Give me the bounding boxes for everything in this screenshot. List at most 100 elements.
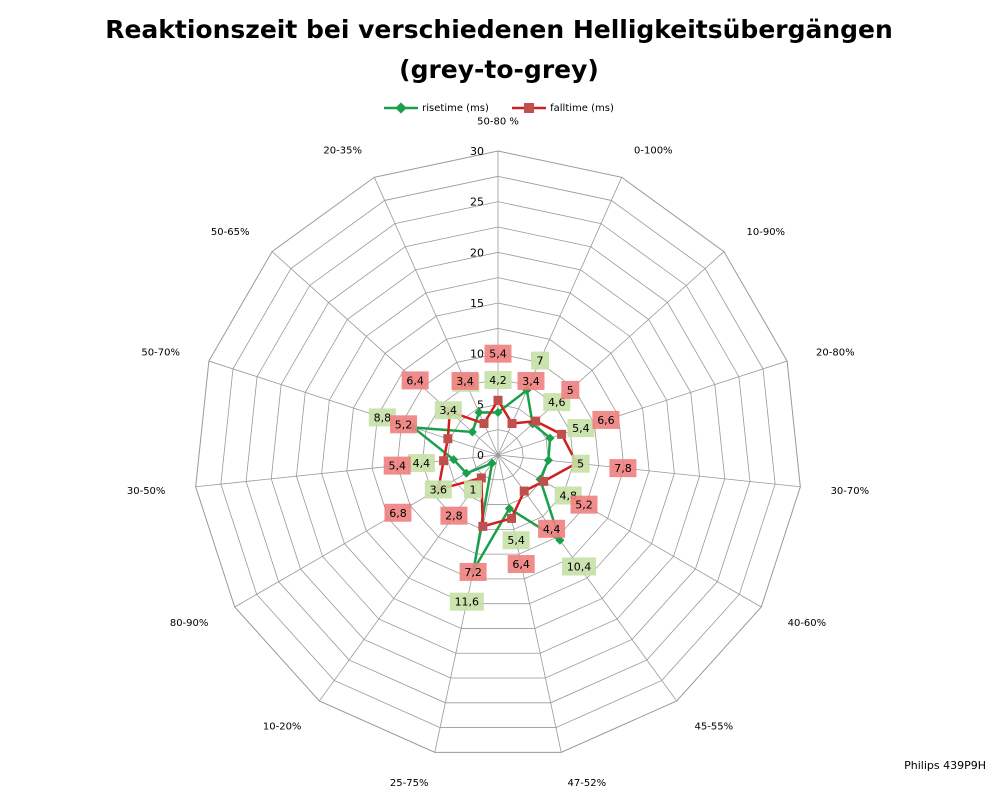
risetime-data-label-box bbox=[571, 454, 590, 473]
risetime-point bbox=[543, 455, 553, 465]
risetime-point bbox=[545, 433, 555, 443]
category-label: 45-55% bbox=[695, 722, 734, 733]
radar-grid bbox=[195, 150, 801, 753]
risetime-data-label-box bbox=[567, 419, 595, 438]
grid-ring bbox=[220, 175, 776, 728]
falltime-data-label-box bbox=[592, 410, 620, 429]
legend-item-fall: falltime (ms) bbox=[512, 101, 614, 115]
grid-spoke bbox=[497, 454, 678, 702]
risetime-data-label-box bbox=[368, 408, 396, 427]
risetime-data-label-box bbox=[502, 531, 530, 550]
category-label: 10-90% bbox=[747, 227, 786, 238]
falltime-data-label-box bbox=[451, 371, 479, 390]
risetime-line bbox=[409, 387, 563, 571]
category-label: 20-35% bbox=[323, 146, 362, 157]
radial-tick-label: 20 bbox=[470, 246, 484, 259]
risetime-data-label: 1 bbox=[469, 483, 476, 496]
falltime-data-label: 6,4 bbox=[406, 374, 424, 387]
falltime-data-label: 6,8 bbox=[389, 507, 407, 520]
grid-spoke bbox=[497, 177, 623, 456]
falltime-point bbox=[439, 456, 449, 466]
falltime-point bbox=[531, 416, 541, 426]
falltime-point bbox=[479, 419, 489, 429]
legend-rise-label: risetime (ms) bbox=[422, 102, 489, 114]
falltime-point bbox=[478, 521, 488, 531]
falltime-data-label-box bbox=[561, 380, 580, 399]
falltime-data-label: 5 bbox=[567, 384, 574, 397]
falltime-data-label: 5,2 bbox=[395, 418, 413, 431]
falltime-data-label-box bbox=[517, 371, 545, 390]
category-label: 50-70% bbox=[141, 348, 180, 359]
category-labels: 50-80 % 0-100% 10-90% 20-80% 30-70% 40-60% 45-… bbox=[127, 117, 869, 786]
monitor-model-label: Philips 439P9H bbox=[904, 759, 986, 772]
radial-tick-label: 10 bbox=[470, 348, 484, 361]
falltime-data-label: 7,2 bbox=[464, 566, 482, 579]
category-label: 30-70% bbox=[831, 486, 870, 497]
falltime-data-label-box bbox=[401, 371, 429, 390]
falltime-point bbox=[519, 486, 529, 496]
grid-spoke bbox=[234, 454, 499, 608]
risetime-data-label: 4,6 bbox=[548, 396, 566, 409]
legend: risetime (ms) falltime (ms) bbox=[0, 101, 998, 118]
risetime-data-label: 5,4 bbox=[572, 422, 590, 435]
risetime-data-label: 5 bbox=[577, 458, 584, 471]
grid-spoke bbox=[373, 177, 499, 456]
grid-spoke bbox=[271, 251, 499, 456]
category-label: 47-52% bbox=[568, 778, 607, 786]
falltime-point bbox=[443, 434, 453, 444]
falltime-point bbox=[539, 476, 549, 486]
risetime-data-label: 8,8 bbox=[374, 411, 392, 424]
risetime-data-label: 3,6 bbox=[430, 483, 448, 496]
risetime-data-label: 4,4 bbox=[413, 457, 431, 470]
category-label: 20-80% bbox=[816, 348, 855, 359]
grid-ring bbox=[270, 226, 726, 679]
radial-tick-label: 0 bbox=[477, 449, 484, 462]
grid-ring bbox=[346, 302, 650, 605]
grid-spoke bbox=[497, 360, 788, 456]
risetime-point bbox=[555, 535, 565, 545]
falltime-data-label: 6,6 bbox=[597, 414, 615, 427]
category-label: 50-80 % bbox=[477, 117, 519, 128]
grid-ring bbox=[371, 327, 625, 580]
radial-tick-label: 5 bbox=[477, 398, 484, 411]
legend-fall-marker bbox=[512, 103, 547, 113]
risetime-data-label: 10,4 bbox=[567, 560, 592, 573]
falltime-data-label: 4,4 bbox=[543, 523, 561, 536]
falltime-data-label-box bbox=[538, 519, 566, 538]
risetime-data-label-box bbox=[434, 401, 462, 420]
falltime-line bbox=[436, 397, 579, 528]
category-label: 0-100% bbox=[634, 146, 673, 157]
falltime-point bbox=[506, 513, 516, 523]
falltime-data-label: 7,8 bbox=[614, 462, 632, 475]
legend-rise-marker bbox=[384, 102, 419, 114]
falltime-data-label: 2,8 bbox=[445, 510, 463, 523]
category-label: 30-50% bbox=[127, 486, 166, 497]
category-label: 80-90% bbox=[170, 618, 209, 629]
chart-title: Reaktionszeit bei verschiedenen Helligke… bbox=[0, 10, 998, 90]
risetime-data-label: 7 bbox=[537, 355, 544, 368]
falltime-data-label: 5,4 bbox=[388, 460, 406, 473]
chart-title-line2: (grey-to-grey) bbox=[399, 55, 599, 84]
grid-ring bbox=[396, 353, 600, 555]
falltime-data-label-box bbox=[440, 506, 468, 525]
falltime-data-label-box bbox=[507, 555, 535, 574]
falltime-data-label: 3,4 bbox=[522, 375, 540, 388]
grid-ring bbox=[245, 201, 751, 704]
risetime-data-label-box bbox=[484, 371, 512, 390]
falltime-data-label-box bbox=[459, 562, 487, 581]
grid-spoke bbox=[497, 454, 562, 753]
data-labels: 4,274,65,454,810,45,411,613,64,48,83,44,… bbox=[368, 344, 637, 611]
falltime-data-label-box bbox=[609, 459, 637, 478]
risetime-data-label-box bbox=[463, 480, 482, 499]
grid-ring bbox=[296, 251, 700, 654]
risetime-data-label: 5,4 bbox=[507, 534, 525, 547]
legend-fall-label: falltime (ms) bbox=[550, 102, 614, 114]
category-label: 10-20% bbox=[263, 722, 302, 733]
risetime-data-label-box bbox=[449, 592, 484, 611]
falltime-data-label: 5,4 bbox=[489, 348, 507, 361]
radial-tick-label: 25 bbox=[470, 196, 484, 209]
grid-ring bbox=[321, 277, 675, 629]
radial-tick-label: 30 bbox=[470, 145, 484, 158]
falltime-data-label: 6,4 bbox=[512, 558, 530, 571]
